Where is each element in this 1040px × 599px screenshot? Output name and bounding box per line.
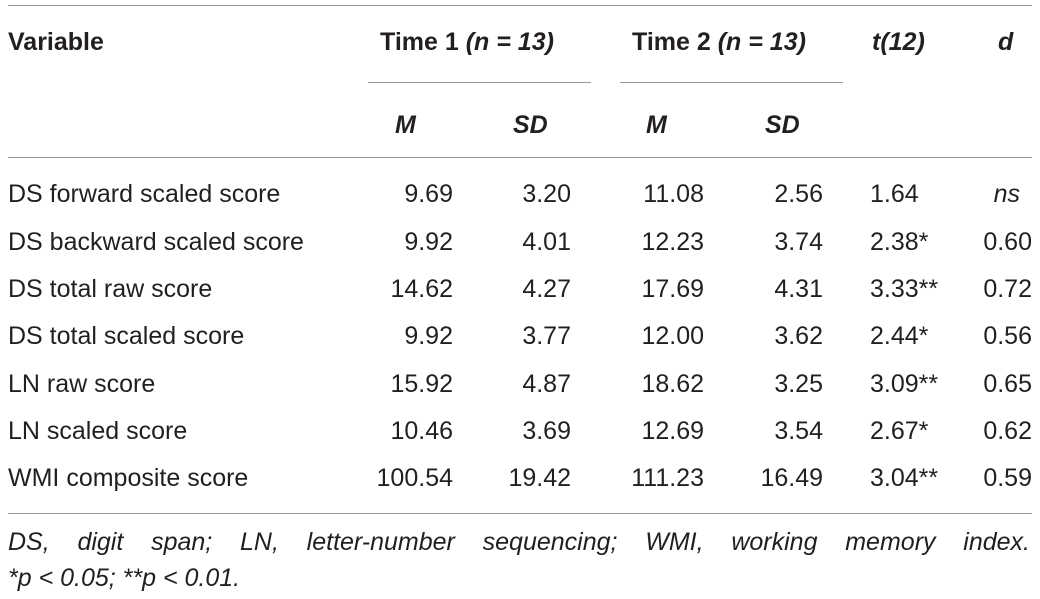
cell-m1: 9.69 [404,180,453,208]
top-rule [8,5,1032,6]
cell-d: ns [993,180,1020,208]
table-footnote: DS, digit span; LN, letter-number sequen… [8,524,1030,596]
cell-t: 2.44* [870,321,928,351]
footnote-significance: *p < 0.05; **p < 0.01. [8,564,241,592]
cell-m2: 12.23 [641,228,704,256]
header-sd2: SD [765,111,800,139]
cell-sd1: 4.01 [522,228,571,256]
header-time2-n: (n = 13) [717,28,806,56]
cell-m2: 111.23 [631,464,704,492]
cell-m1: 9.92 [404,228,453,256]
cell-t: 2.67* [870,416,928,446]
cell-sd1: 3.69 [522,417,571,445]
cell-m1: 15.92 [390,370,453,398]
cell-t: 3.09** [870,369,938,399]
footnote-abbreviations: DS, digit span; LN, letter-number sequen… [8,528,1030,556]
cell-sd2: 16.49 [760,464,823,492]
cell-d: 0.59 [983,464,1032,492]
cell-t-sig: * [918,417,929,445]
cell-t-value: 1.64 [870,180,919,208]
cell-sd2: 3.74 [774,228,823,256]
header-time2: Time 2 (n = 13) [632,27,806,57]
table-bottom-rule [8,513,1032,514]
cell-d: 0.56 [983,322,1032,350]
cell-t-sig: ** [918,370,939,398]
time1-underline [368,82,591,83]
cell-m2: 12.00 [641,322,704,350]
cell-sd1: 4.27 [522,275,571,303]
cell-d: 0.60 [983,228,1032,256]
cell-t-sig: * [918,228,929,256]
header-time1-label: Time 1 [380,28,466,56]
cell-d: 0.62 [983,417,1032,445]
cell-t-value: 3.09 [870,370,919,398]
cell-variable: DS forward scaled score [8,180,281,208]
cell-m2: 11.08 [643,180,704,208]
cell-t: 2.38* [870,227,928,257]
cell-variable: WMI composite score [8,464,249,492]
cell-t-value: 2.38 [870,228,919,256]
cell-t-value: 2.44 [870,322,919,350]
cell-m2: 12.69 [641,417,704,445]
header-variable: Variable [8,28,104,56]
cell-t-sig: * [918,322,929,350]
header-sd1: SD [513,111,548,139]
cell-t-value: 3.33 [870,275,919,303]
header-bottom-rule [8,157,1032,158]
header-time1-n: (n = 13) [465,28,554,56]
header-time1: Time 1 (n = 13) [380,27,554,57]
cell-sd1: 4.87 [522,370,571,398]
cell-t-value: 3.04 [870,464,919,492]
cell-variable: DS backward scaled score [8,228,304,256]
cell-m1: 100.54 [376,464,453,492]
cell-sd1: 3.20 [522,180,571,208]
header-m2: M [646,111,667,139]
cell-t-sig: ** [918,275,939,303]
cell-sd2: 3.25 [774,370,823,398]
cell-variable: LN raw score [8,370,156,398]
cell-d: 0.72 [983,275,1032,303]
header-m1: M [395,111,416,139]
header-d: d [998,28,1014,56]
cell-variable: DS total scaled score [8,322,245,350]
cell-m2: 18.62 [641,370,704,398]
cell-m1: 10.46 [390,417,453,445]
cell-t: 1.64 [870,179,919,209]
header-t: t(12) [872,28,925,56]
cell-m1: 9.92 [404,322,453,350]
cell-m1: 14.62 [390,275,453,303]
cell-variable: LN scaled score [8,417,188,445]
cell-variable: DS total raw score [8,275,213,303]
cell-sd1: 19.42 [508,464,571,492]
cell-t: 3.33** [870,274,938,304]
cell-m2: 17.69 [641,275,704,303]
cell-sd2: 3.54 [774,417,823,445]
cell-t: 3.04** [870,463,938,493]
time2-underline [620,82,843,83]
cell-t-sig: ** [918,464,939,492]
cell-sd2: 3.62 [774,322,823,350]
cell-sd2: 4.31 [774,275,823,303]
cell-d: 0.65 [983,370,1032,398]
cell-t-value: 2.67 [870,417,919,445]
cell-sd1: 3.77 [522,322,571,350]
cell-sd2: 2.56 [774,180,823,208]
header-time2-label: Time 2 [632,28,718,56]
